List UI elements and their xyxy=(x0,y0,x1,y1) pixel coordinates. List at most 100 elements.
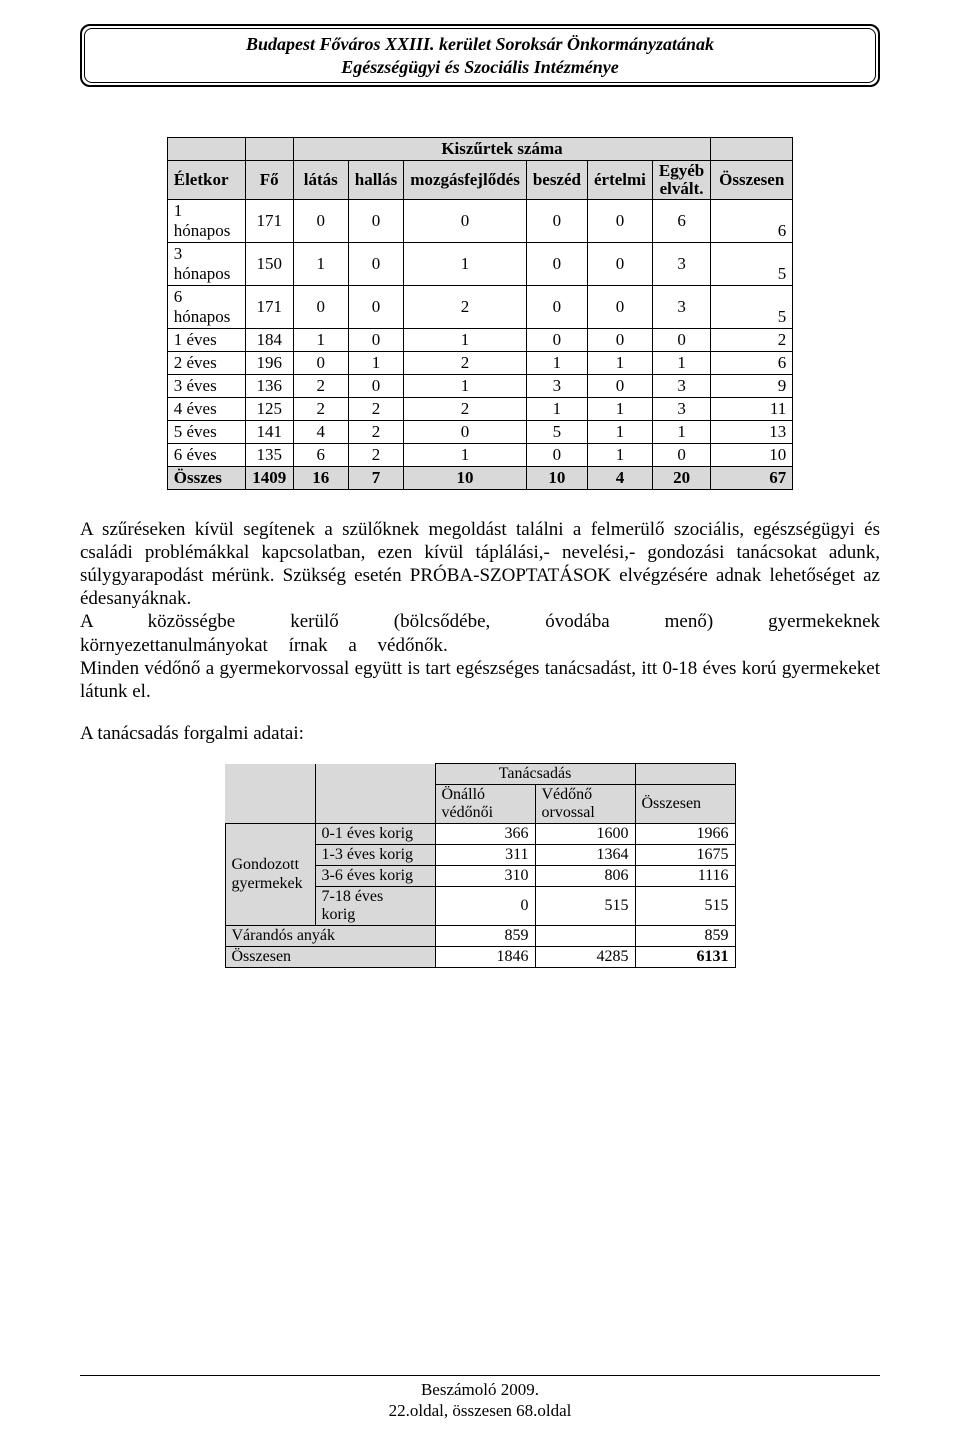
age-label-l1: 6 xyxy=(174,287,183,306)
fo-cell: 135 xyxy=(245,443,293,466)
sum-cell: 5 xyxy=(711,242,793,285)
total-label: Összes xyxy=(167,466,245,489)
t2-side-label: Gondozott gyermekek xyxy=(225,824,315,926)
total-value: 10 xyxy=(404,466,527,489)
footer-line-1: Beszámoló 2009. xyxy=(80,1380,880,1400)
value-cell: 2 xyxy=(404,397,527,420)
sum-cell: 2 xyxy=(711,328,793,351)
t2-total-label: Összesen xyxy=(225,947,435,968)
t2-cell-total: 6131 xyxy=(635,947,735,968)
age-cell: 5 éves xyxy=(167,420,245,443)
fo-cell: 196 xyxy=(245,351,293,374)
age-cell: 1 éves xyxy=(167,328,245,351)
total-value: 7 xyxy=(348,466,404,489)
t2-col-vedono-l2: orvossal xyxy=(542,804,595,821)
t2-cell: 0 xyxy=(435,887,535,926)
total-value: 20 xyxy=(652,466,710,489)
value-cell: 3 xyxy=(652,285,710,328)
sum-cell: 13 xyxy=(711,420,793,443)
value-cell: 6 xyxy=(652,199,710,242)
value-cell: 0 xyxy=(587,374,652,397)
fo-cell: 171 xyxy=(245,199,293,242)
table-row: 2 éves1960121116 xyxy=(167,351,792,374)
value-cell: 0 xyxy=(587,285,652,328)
col-beszed: beszéd xyxy=(526,161,587,200)
t2-cell: 1600 xyxy=(535,824,635,845)
total-value: 16 xyxy=(293,466,348,489)
t2-header-row-1: Tanácsadás xyxy=(225,764,735,785)
fo-cell: 171 xyxy=(245,285,293,328)
fo-cell: 150 xyxy=(245,242,293,285)
t2-row-label: 0-1 éves korig xyxy=(315,824,435,845)
value-cell: 0 xyxy=(293,285,348,328)
t2-row-label-l1: 7-18 éves xyxy=(322,888,384,905)
document-header-inner: Budapest Főváros XXIII. kerület Soroksár… xyxy=(84,28,876,83)
t2-cell: 310 xyxy=(435,866,535,887)
value-cell: 1 xyxy=(652,420,710,443)
value-cell: 1 xyxy=(404,374,527,397)
t2-cell: 311 xyxy=(435,845,535,866)
table-header-row-2: Életkor Fő látás hallás mozgásfejlődés b… xyxy=(167,161,792,200)
value-cell: 1 xyxy=(526,397,587,420)
value-cell: 3 xyxy=(652,242,710,285)
age-cell: 6 éves xyxy=(167,443,245,466)
value-cell: 0 xyxy=(293,199,348,242)
t2-row-varandos: Várandós anyák xyxy=(225,926,435,947)
t2-cell: 366 xyxy=(435,824,535,845)
t2-cell: 859 xyxy=(435,926,535,947)
age-cell: 6hónapos xyxy=(167,285,245,328)
value-cell: 1 xyxy=(293,242,348,285)
value-cell: 2 xyxy=(348,397,404,420)
value-cell: 0 xyxy=(587,328,652,351)
t2-header-row-2: Önálló védőnői Védőnő orvossal Összesen xyxy=(225,785,735,824)
t2-cell: 515 xyxy=(635,887,735,926)
col-ertelmi: értelmi xyxy=(587,161,652,200)
t2-row-label-l2: korig xyxy=(322,906,356,923)
value-cell: 2 xyxy=(293,397,348,420)
fo-cell: 184 xyxy=(245,328,293,351)
table-row: 5 éves14142051113 xyxy=(167,420,792,443)
table-row-total: Összesen 1846 4285 6131 xyxy=(225,947,735,968)
table-total-row: Összes1409167101042067 xyxy=(167,466,792,489)
age-cell: 2 éves xyxy=(167,351,245,374)
value-cell: 4 xyxy=(293,420,348,443)
age-label-l2: hónapos xyxy=(174,264,231,283)
t2-side-label-l1: Gondozott xyxy=(232,856,300,873)
t2-col-onallo-l1: Önálló xyxy=(442,786,486,803)
value-cell: 0 xyxy=(348,374,404,397)
table-row: 3hónapos1501010035 xyxy=(167,242,792,285)
table-row: 3 éves1362013039 xyxy=(167,374,792,397)
header-line-1: Budapest Főváros XXIII. kerület Soroksár… xyxy=(93,33,867,56)
t2-cell: 1364 xyxy=(535,845,635,866)
value-cell: 2 xyxy=(293,374,348,397)
t2-col-osszesen: Összesen xyxy=(635,785,735,824)
col-age: Életkor xyxy=(167,161,245,200)
value-cell: 0 xyxy=(404,420,527,443)
age-cell: 1hónapos xyxy=(167,199,245,242)
t2-col-vedono-l1: Védőnő xyxy=(542,786,593,803)
age-label-l1: 1 xyxy=(174,201,183,220)
page-footer: Beszámoló 2009. 22.oldal, összesen 68.ol… xyxy=(80,1375,880,1421)
page: Budapest Főváros XXIII. kerület Soroksár… xyxy=(0,0,960,1451)
table-row: Gondozott gyermekek 0-1 éves korig 366 1… xyxy=(225,824,735,845)
table-row: 6 éves13562101010 xyxy=(167,443,792,466)
col-latas: látás xyxy=(293,161,348,200)
t2-row-label: 3-6 éves korig xyxy=(315,866,435,887)
value-cell: 1 xyxy=(652,351,710,374)
screening-superheader: Kiszűrtek száma xyxy=(293,138,710,161)
value-cell: 0 xyxy=(652,443,710,466)
age-label-l2: hónapos xyxy=(174,307,231,326)
value-cell: 1 xyxy=(587,351,652,374)
sum-cell: 9 xyxy=(711,374,793,397)
value-cell: 0 xyxy=(526,199,587,242)
fo-cell: 141 xyxy=(245,420,293,443)
t2-cell: 1846 xyxy=(435,947,535,968)
counseling-table: Tanácsadás Önálló védőnői Védőnő orvossa… xyxy=(225,763,736,968)
value-cell: 2 xyxy=(404,285,527,328)
t2-col-vedono: Védőnő orvossal xyxy=(535,785,635,824)
value-cell: 1 xyxy=(587,397,652,420)
total-sum: 67 xyxy=(711,466,793,489)
t2-col-onallo-l2: védőnői xyxy=(442,804,494,821)
age-cell: 3hónapos xyxy=(167,242,245,285)
value-cell: 3 xyxy=(652,397,710,420)
